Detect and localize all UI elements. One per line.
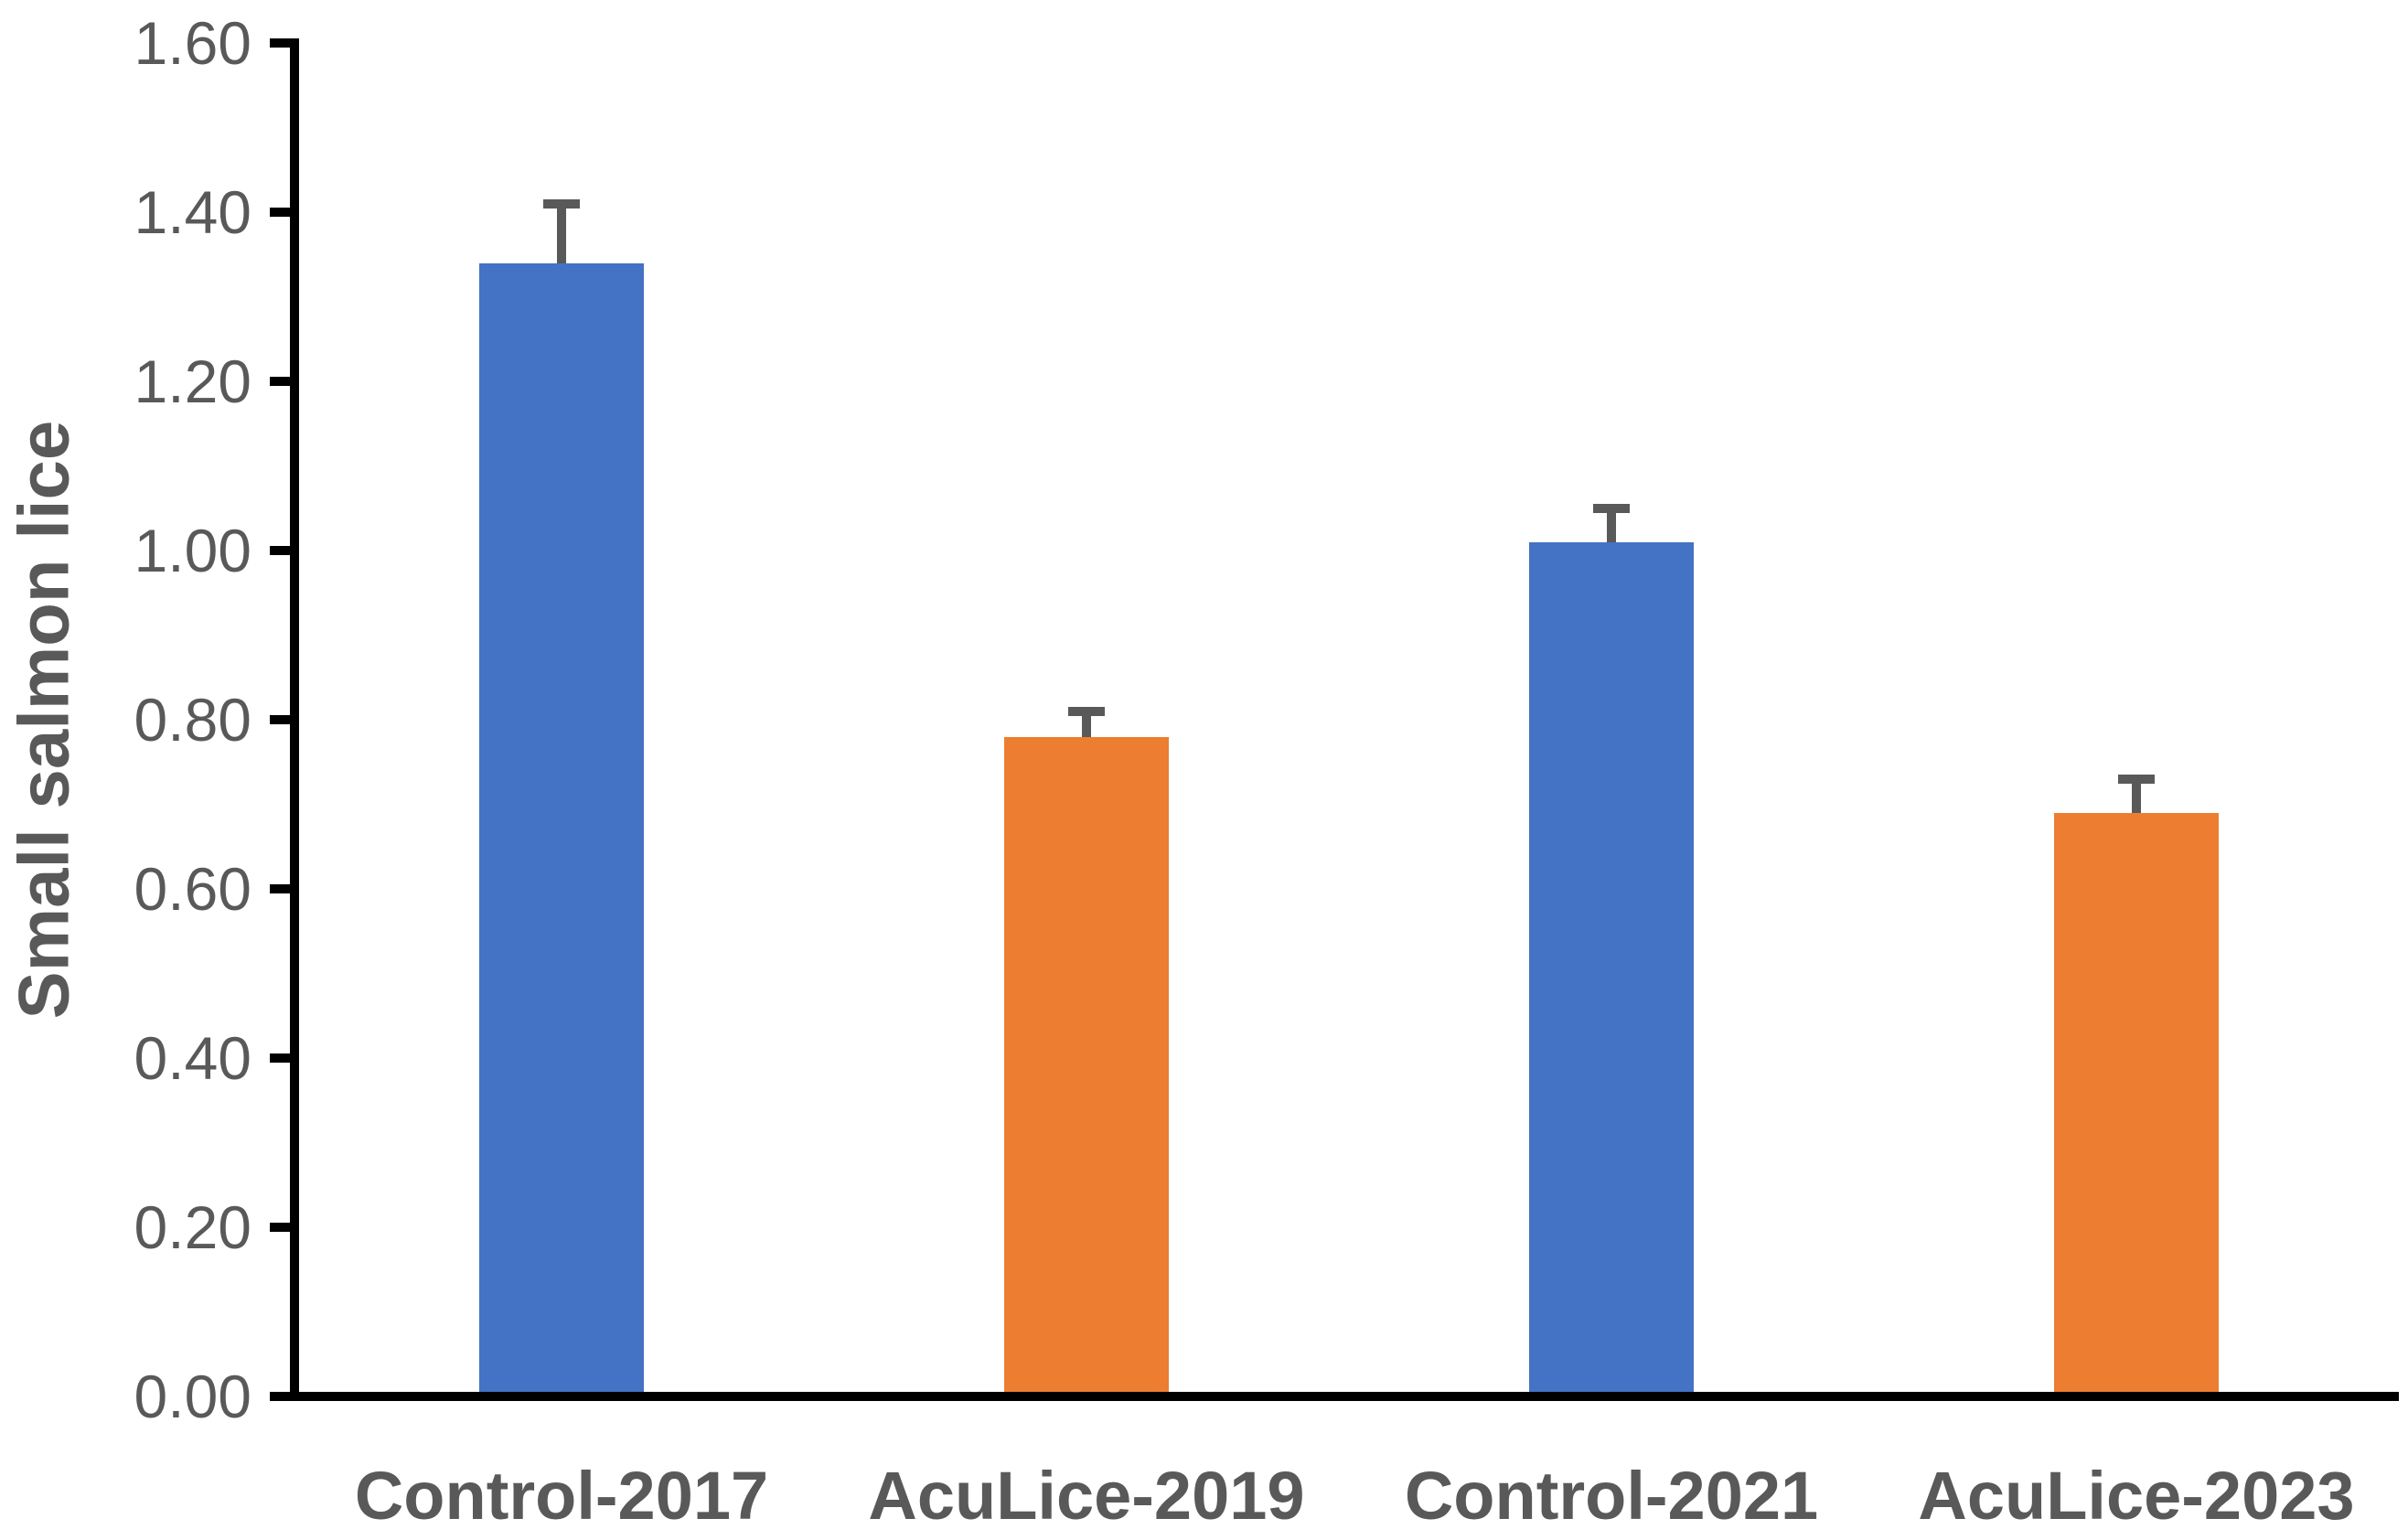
y-tick-label: 0.40 [134,1024,252,1092]
error-bar-whisker [1082,711,1091,737]
error-bar-cap [2118,774,2155,784]
y-tick-mark [270,38,290,48]
bar-control-2021 [1529,541,1694,1396]
error-bar-cap [1593,503,1630,513]
bar-control-2017 [479,262,644,1396]
x-category-label: AcuLice-2023 [1918,1458,2355,1534]
y-tick-label: 0.00 [134,1363,252,1430]
y-tick-mark [270,377,290,386]
error-bar-cap [1068,706,1105,716]
error-bar-whisker [557,203,566,263]
y-tick-label: 1.20 [134,348,252,415]
y-tick-mark [270,715,290,724]
y-tick-label: 0.60 [134,855,252,923]
y-tick-label: 0.80 [134,686,252,754]
y-tick-label: 1.40 [134,178,252,246]
y-tick-label: 1.00 [134,517,252,584]
error-bar-cap [543,198,580,209]
x-category-label: Control-2017 [354,1458,769,1534]
y-tick-label: 1.60 [134,9,252,77]
y-tick-mark [270,208,290,217]
bar-aculice-2023 [2054,812,2219,1396]
bar-aculice-2019 [1004,736,1169,1396]
error-bar-whisker [2132,778,2141,813]
y-tick-mark [270,884,290,893]
y-tick-mark [270,546,290,555]
y-axis-line [290,38,299,1401]
y-tick-mark [270,1223,290,1232]
x-axis-line [274,1392,2399,1401]
x-category-label: Control-2021 [1404,1458,1819,1534]
error-bar-whisker [1607,508,1616,542]
y-tick-mark [270,1053,290,1063]
y-tick-label: 0.20 [134,1193,252,1261]
x-category-label: AcuLice-2019 [868,1458,1305,1534]
